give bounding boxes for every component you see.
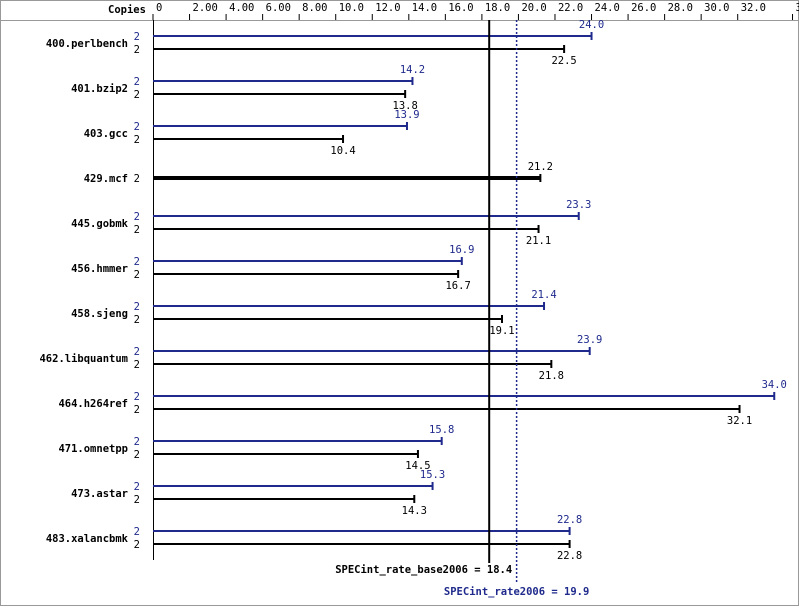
copies-label: 2 — [134, 404, 140, 416]
x-tick-label: 18.0 — [485, 2, 510, 14]
value-label: 13.9 — [394, 109, 419, 121]
axis-label: Copies — [108, 4, 146, 16]
category-label: 400.perlbench — [46, 38, 128, 50]
copies-label: 2 — [134, 359, 140, 371]
value-label: 13.8 — [393, 100, 418, 112]
x-tick-label: 14.0 — [412, 2, 437, 14]
category-label: 473.astar — [71, 488, 128, 500]
x-tick-label: 28.0 — [668, 2, 693, 14]
value-label: 22.8 — [557, 550, 582, 562]
x-tick-label: 2.00 — [193, 2, 218, 14]
value-label: 21.1 — [526, 235, 551, 247]
copies-label: 2 — [134, 314, 140, 326]
category-label: 429.mcf — [84, 173, 128, 185]
value-label: 14.5 — [405, 460, 430, 472]
copies-label: 2 — [134, 494, 140, 506]
copies-label: 2 — [134, 391, 140, 403]
x-tick-label: 8.00 — [302, 2, 327, 14]
x-tick-label: 32.0 — [741, 2, 766, 14]
copies-label: 2 — [134, 481, 140, 493]
reference-label: SPECint_rate_base2006 = 18.4 — [335, 564, 512, 576]
copies-label: 2 — [134, 224, 140, 236]
value-label: 10.4 — [330, 145, 355, 157]
copies-label: 2 — [134, 211, 140, 223]
category-label: 401.bzip2 — [71, 83, 128, 95]
x-tick-label: 4.00 — [229, 2, 254, 14]
copies-label: 2 — [134, 269, 140, 281]
value-label: 32.1 — [727, 415, 752, 427]
copies-label: 2 — [134, 436, 140, 448]
copies-label: 2 — [134, 134, 140, 146]
copies-label: 2 — [134, 89, 140, 101]
x-tick-label: 16.0 — [448, 2, 473, 14]
category-label: 471.omnetpp — [58, 443, 128, 455]
copies-label: 2 — [134, 526, 140, 538]
value-label: 23.9 — [577, 334, 602, 346]
copies-label: 2 — [134, 121, 140, 133]
value-label: 15.3 — [420, 469, 445, 481]
copies-label: 2 — [134, 256, 140, 268]
x-tick-label: 12.0 — [375, 2, 400, 14]
copies-label: 2 — [134, 301, 140, 313]
copies-label: 2 — [134, 76, 140, 88]
value-label: 22.8 — [557, 514, 582, 526]
category-label: 462.libquantum — [39, 353, 128, 365]
copies-label: 2 — [134, 173, 140, 185]
copies-label: 2 — [134, 346, 140, 358]
x-tick-label: 22.0 — [558, 2, 583, 14]
value-label: 14.3 — [402, 505, 427, 517]
copies-label: 2 — [134, 539, 140, 551]
category-label: 403.gcc — [84, 128, 128, 140]
value-label: 19.1 — [489, 325, 514, 337]
x-tick-label: 10.0 — [339, 2, 364, 14]
value-label: 22.5 — [551, 55, 576, 67]
value-label: 34.0 — [762, 379, 787, 391]
value-label: 21.4 — [531, 289, 556, 301]
copies-label: 2 — [134, 449, 140, 461]
value-label: 16.7 — [445, 280, 470, 292]
copies-label: 2 — [134, 31, 140, 43]
value-label: 15.8 — [429, 424, 454, 436]
value-label: 21.8 — [539, 370, 564, 382]
copies-label: 2 — [134, 44, 140, 56]
reference-label: SPECint_rate2006 = 19.9 — [444, 586, 589, 598]
x-tick-label: 6.00 — [266, 2, 291, 14]
category-label: 464.h264ref — [58, 398, 128, 410]
value-label: 24.0 — [579, 19, 604, 31]
value-label: 23.3 — [566, 199, 591, 211]
category-label: 456.hmmer — [71, 263, 128, 275]
x-tick-label: 0 — [156, 2, 162, 14]
category-label: 458.sjeng — [71, 308, 128, 320]
x-tick-label: 26.0 — [631, 2, 656, 14]
x-tick-label: 24.0 — [595, 2, 620, 14]
x-tick-label: 30.0 — [704, 2, 729, 14]
value-label: 16.9 — [449, 244, 474, 256]
category-label: 483.xalancbmk — [46, 533, 129, 545]
category-label: 445.gobmk — [71, 218, 129, 230]
value-label: 21.2 — [528, 161, 553, 173]
x-tick-label: 20.0 — [521, 2, 546, 14]
x-tick-label: 35.0 — [796, 2, 799, 14]
value-label: 14.2 — [400, 64, 425, 76]
